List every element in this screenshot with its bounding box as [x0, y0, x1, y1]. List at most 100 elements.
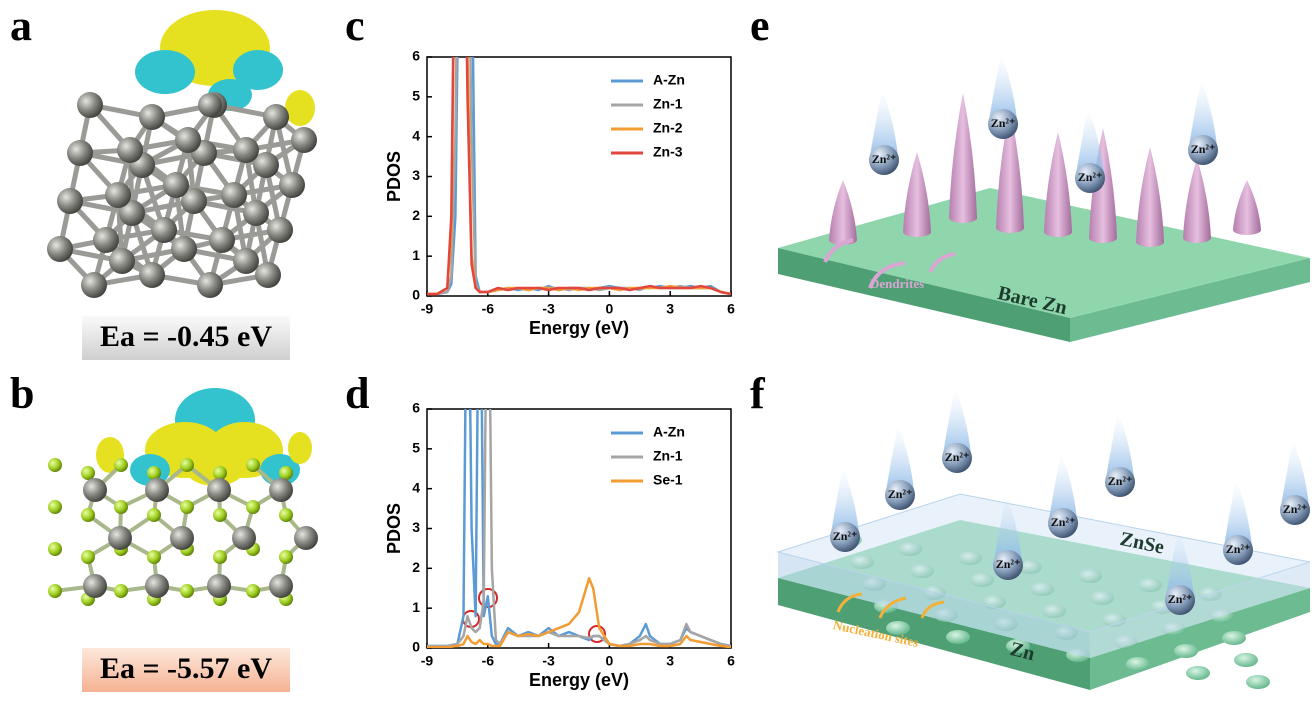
atom [294, 526, 318, 550]
y-tick-label: 4 [412, 127, 420, 143]
bump [1186, 666, 1210, 680]
bump [1174, 644, 1198, 658]
panel-label: e [750, 1, 770, 50]
x-tick-label: -6 [482, 653, 495, 669]
energy-label: Ea = -5.57 eV [100, 652, 272, 685]
x-tick-label: 0 [606, 653, 614, 669]
atom [114, 584, 128, 598]
isosurface [285, 90, 315, 126]
legend-label: Se-1 [653, 472, 683, 488]
y-tick-label: 3 [412, 519, 420, 535]
y-tick-label: 5 [412, 88, 420, 104]
y-tick-label: 3 [412, 167, 420, 183]
dendrite [903, 152, 931, 237]
x-axis-title: Energy (eV) [529, 318, 629, 338]
figure: a b c d e f Ea = -0.45 eV Ea = -5.57 eV … [0, 0, 1312, 701]
atom [81, 272, 107, 298]
atom [180, 458, 194, 472]
atom [83, 574, 107, 598]
energy-label: Ea = -0.45 eV [100, 320, 272, 353]
atom [109, 248, 135, 274]
atom [147, 466, 161, 480]
panel-label: f [750, 369, 766, 418]
dendrite [1044, 132, 1072, 237]
atom [170, 526, 194, 550]
x-tick-label: -9 [421, 653, 434, 669]
ion-label: Zn²⁺ [996, 557, 1021, 571]
atom [151, 217, 177, 243]
atom [105, 182, 131, 208]
x-tick-label: 6 [727, 653, 735, 669]
ion-label: Zn²⁺ [872, 152, 897, 166]
y-axis-title: PDOS [384, 151, 404, 202]
legend-label: Zn-2 [653, 120, 683, 136]
atom [48, 458, 62, 472]
atom [67, 140, 93, 166]
y-tick-label: 6 [412, 400, 420, 416]
atom [243, 200, 269, 226]
legend-label: Zn-1 [653, 448, 683, 464]
atom [207, 574, 231, 598]
isosurface [288, 432, 312, 464]
atom [114, 458, 128, 472]
x-tick-label: -6 [482, 301, 495, 317]
y-tick-label: 0 [412, 287, 420, 303]
atom [114, 500, 128, 514]
atom [147, 550, 161, 564]
y-tick-label: 6 [412, 48, 420, 64]
bump [1126, 657, 1150, 671]
atom [198, 93, 222, 117]
atom [232, 526, 256, 550]
y-tick-label: 1 [412, 247, 420, 263]
atom [48, 584, 62, 598]
atom [175, 127, 201, 153]
ion-label: Zn²⁺ [1078, 170, 1103, 184]
atom [171, 236, 197, 262]
atom [213, 550, 227, 564]
ion-label: Zn²⁺ [833, 529, 858, 543]
atom [279, 550, 293, 564]
y-tick-label: 0 [412, 639, 420, 655]
atom [77, 92, 103, 118]
ion-label: Zn²⁺ [1168, 592, 1193, 606]
atom [197, 272, 223, 298]
panel-label: c [345, 1, 365, 50]
atom [57, 188, 83, 214]
ion-label: Zn²⁺ [888, 487, 913, 501]
dendrite [949, 93, 977, 223]
panel-label: b [10, 369, 34, 418]
atom [108, 526, 132, 550]
atom [93, 227, 119, 253]
atom [233, 137, 259, 163]
y-tick-label: 5 [412, 440, 420, 456]
series-line [427, 170, 731, 646]
atom [246, 584, 260, 598]
atom [246, 458, 260, 472]
ion-label: Zn²⁺ [945, 450, 970, 464]
dendrite [1136, 147, 1164, 247]
legend-label: Zn-3 [653, 144, 683, 160]
atom [233, 248, 259, 274]
bump [1234, 653, 1258, 667]
x-tick-label: -3 [542, 653, 555, 669]
legend-label: A-Zn [653, 72, 685, 88]
x-tick-label: 3 [666, 653, 674, 669]
dendrite [829, 180, 857, 245]
x-tick-label: 6 [727, 301, 735, 317]
atom [221, 182, 247, 208]
atom [209, 227, 235, 253]
atom [263, 104, 289, 130]
atom [163, 172, 189, 198]
atom [180, 500, 194, 514]
ion-label: Zn²⁺ [1108, 474, 1133, 488]
atom [117, 137, 143, 163]
dendrite [1183, 158, 1211, 243]
atom [81, 466, 95, 480]
isosurface [135, 50, 195, 94]
atom [145, 478, 169, 502]
atom [269, 478, 293, 502]
y-tick-label: 1 [412, 599, 420, 615]
structure-b [48, 388, 318, 606]
ion-label: Zn²⁺ [1226, 542, 1251, 556]
x-tick-label: -9 [421, 301, 434, 317]
